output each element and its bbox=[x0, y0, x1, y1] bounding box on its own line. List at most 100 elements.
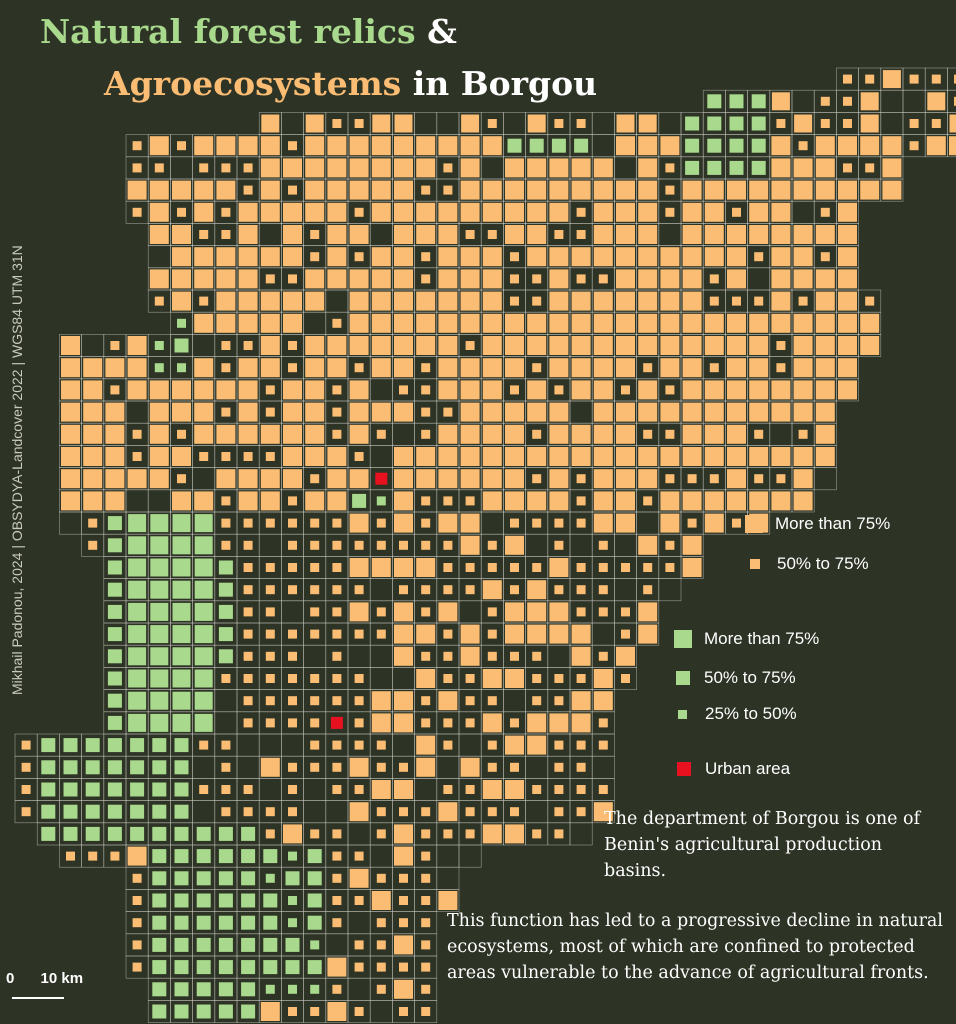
agro-cell bbox=[576, 518, 586, 528]
agro-cell bbox=[660, 291, 680, 311]
agro-cell bbox=[416, 624, 436, 644]
grid-cell bbox=[680, 556, 704, 579]
agro-cell bbox=[260, 202, 280, 222]
agro-cell bbox=[443, 651, 453, 661]
legend-swatch-agro-mid bbox=[750, 559, 760, 569]
forest-cell bbox=[263, 893, 278, 908]
agro-cell bbox=[354, 718, 364, 728]
agro-cell bbox=[616, 136, 635, 156]
agro-cell bbox=[105, 447, 125, 466]
agro-cell bbox=[349, 868, 369, 888]
agro-cell bbox=[172, 447, 191, 466]
agro-cell bbox=[305, 491, 325, 511]
forest-cell bbox=[107, 693, 122, 708]
agro-cell bbox=[354, 629, 364, 639]
agro-cell bbox=[394, 846, 413, 866]
grid-cell bbox=[769, 422, 793, 446]
agro-cell bbox=[327, 247, 347, 267]
legend-swatch-forest-high bbox=[674, 630, 692, 648]
agro-cell bbox=[376, 540, 386, 550]
agro-cell bbox=[909, 141, 919, 151]
urban-cell bbox=[375, 472, 388, 485]
agro-cell bbox=[549, 602, 569, 622]
agro-cell bbox=[416, 158, 436, 178]
legend-label-urban: Urban area bbox=[705, 759, 791, 778]
agro-cell bbox=[438, 602, 458, 622]
forest-cell bbox=[307, 893, 322, 908]
forest-cell bbox=[288, 918, 297, 928]
agro-cell bbox=[332, 318, 342, 328]
agro-cell bbox=[549, 424, 569, 444]
agro-cell bbox=[771, 491, 791, 511]
agro-cell bbox=[776, 474, 786, 484]
agro-cell bbox=[332, 429, 342, 439]
forest-cell bbox=[218, 560, 233, 575]
agro-cell bbox=[421, 940, 431, 950]
agro-cell bbox=[305, 402, 325, 422]
agro-cell bbox=[505, 824, 524, 844]
grid-cell bbox=[147, 245, 171, 269]
agro-cell bbox=[399, 762, 408, 772]
agro-cell bbox=[443, 585, 453, 595]
grid-cell bbox=[325, 289, 349, 313]
agro-cell bbox=[682, 558, 702, 577]
agro-cell bbox=[310, 540, 320, 550]
grid-cell bbox=[480, 156, 504, 180]
agro-cell bbox=[399, 385, 408, 395]
agro-cell bbox=[354, 851, 364, 861]
agro-cell bbox=[576, 740, 586, 750]
agro-cell bbox=[216, 291, 236, 311]
forest-cell bbox=[196, 982, 211, 997]
agro-cell bbox=[371, 780, 391, 799]
forest-cell bbox=[152, 937, 167, 952]
agro-cell bbox=[394, 291, 413, 311]
forest-cell bbox=[751, 160, 766, 175]
agro-cell bbox=[776, 341, 786, 350]
agro-cell bbox=[149, 202, 169, 222]
agro-cell bbox=[460, 513, 480, 533]
forest-cell bbox=[128, 558, 147, 577]
grid-cell bbox=[369, 644, 393, 668]
agro-cell bbox=[288, 363, 297, 373]
agro-cell bbox=[194, 202, 214, 222]
forest-cell bbox=[107, 649, 122, 664]
agro-cell bbox=[132, 896, 142, 905]
grid-cell bbox=[503, 112, 526, 135]
agro-cell bbox=[815, 158, 835, 178]
agro-cell bbox=[909, 119, 919, 128]
agro-cell bbox=[465, 563, 475, 572]
agro-cell bbox=[460, 535, 480, 555]
agro-cell bbox=[549, 558, 569, 577]
agro-cell bbox=[643, 429, 653, 439]
agro-cell bbox=[376, 962, 386, 972]
agro-cell bbox=[815, 424, 835, 444]
agro-cell bbox=[443, 496, 453, 506]
grid-cell bbox=[436, 889, 460, 912]
agro-cell bbox=[549, 313, 569, 333]
agro-cell bbox=[332, 119, 342, 128]
agro-cell bbox=[682, 424, 702, 444]
forest-cell bbox=[107, 782, 122, 797]
agro-cell bbox=[132, 207, 142, 217]
agro-cell bbox=[860, 136, 880, 156]
agro-cell bbox=[332, 385, 342, 395]
agro-cell bbox=[265, 385, 275, 395]
map-title: Natural forest relics & Agroecosystems i… bbox=[40, 6, 597, 110]
forest-cell bbox=[174, 1004, 189, 1019]
grid-cell bbox=[636, 622, 660, 646]
agro-cell bbox=[421, 896, 431, 905]
agro-cell bbox=[510, 252, 519, 262]
grid-cell bbox=[947, 89, 956, 113]
agro-cell bbox=[727, 380, 746, 400]
agro-cell bbox=[83, 447, 103, 466]
agro-cell bbox=[265, 452, 275, 461]
agro-cell bbox=[416, 291, 436, 311]
agro-cell bbox=[576, 496, 586, 506]
agro-cell bbox=[177, 141, 186, 151]
agro-cell bbox=[527, 713, 547, 733]
agro-cell bbox=[238, 136, 258, 156]
agro-cell bbox=[288, 785, 297, 794]
agro-cell bbox=[749, 358, 769, 378]
agro-cell bbox=[438, 336, 458, 355]
agro-cell bbox=[283, 291, 302, 311]
